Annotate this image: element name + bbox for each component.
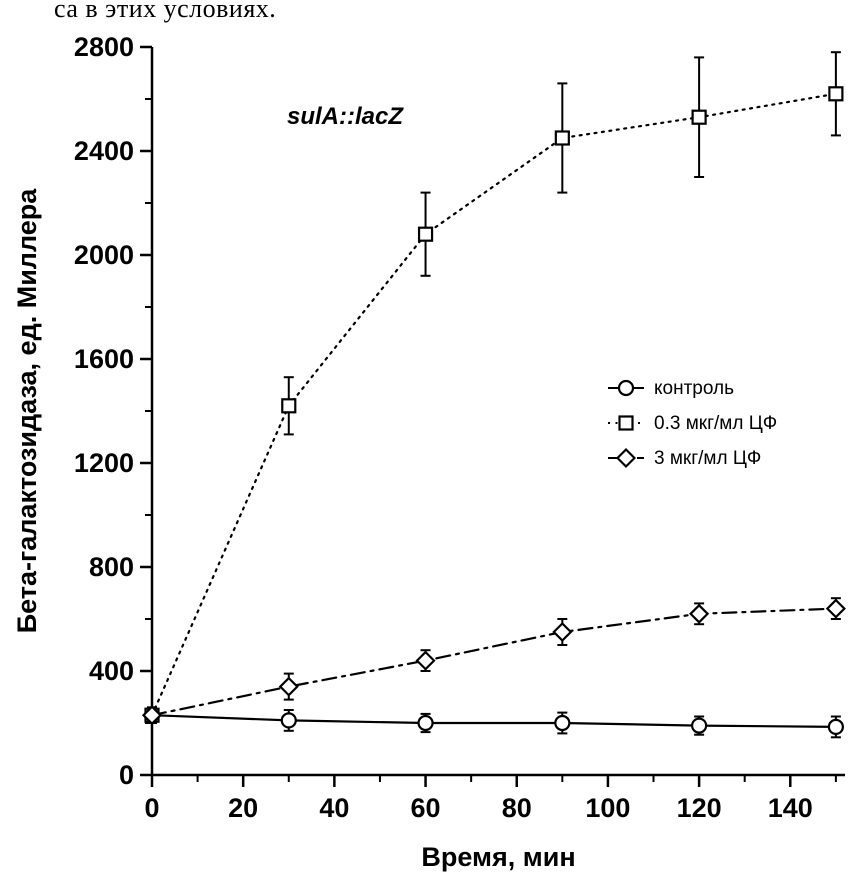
square-marker xyxy=(691,109,707,125)
y-tick-label: 800 xyxy=(89,552,134,582)
circle-marker xyxy=(280,712,297,729)
series-line xyxy=(150,92,837,717)
square-marker xyxy=(554,130,570,146)
circle-marker xyxy=(554,714,571,732)
legend-label: 3 мкг/мл ЦФ xyxy=(654,448,761,469)
document-text-fragment: са в этих условиях. xyxy=(54,0,277,23)
series-line xyxy=(150,714,837,729)
circle-marker xyxy=(617,379,635,397)
y-tick-label: 400 xyxy=(89,656,134,686)
diamond-marker xyxy=(415,650,436,671)
x-tick-label: 100 xyxy=(585,793,630,823)
square-marker xyxy=(417,226,434,242)
y-tick-label: 2800 xyxy=(74,32,134,62)
y-axis-label: Бета-галактозидаза, ед. Миллера xyxy=(12,188,42,634)
x-tick-label: 80 xyxy=(502,793,532,823)
square-marker xyxy=(828,86,844,102)
legend-label: контроль xyxy=(654,378,734,399)
x-tick-label: 140 xyxy=(768,793,813,823)
legend-label: 0.3 мкг/мл ЦФ xyxy=(654,413,777,434)
y-tick-label: 2000 xyxy=(74,240,134,270)
square-marker xyxy=(281,398,297,414)
y-tick-label: 0 xyxy=(119,760,134,790)
diamond-marker xyxy=(278,676,299,697)
series-square xyxy=(144,51,844,724)
diamond-marker xyxy=(615,447,637,469)
diamond-marker xyxy=(552,621,573,643)
legend xyxy=(608,379,644,469)
plot-annotation: sulA::lacZ xyxy=(287,103,404,130)
circle-marker xyxy=(827,718,844,736)
square-marker xyxy=(618,415,634,431)
circle-marker xyxy=(691,717,708,734)
x-tick-label: 60 xyxy=(411,793,441,823)
legend-item xyxy=(608,447,644,469)
y-tick-label: 2400 xyxy=(74,136,134,166)
x-tick-label: 120 xyxy=(677,793,722,823)
diamond-marker xyxy=(141,705,163,726)
legend-item xyxy=(608,379,644,397)
series-circle xyxy=(143,707,844,739)
x-tick-label: 20 xyxy=(228,793,258,823)
y-tick-label: 1200 xyxy=(74,448,134,478)
x-tick-label: 0 xyxy=(144,793,159,823)
x-tick-label: 40 xyxy=(319,793,349,823)
legend-item xyxy=(608,415,644,431)
circle-marker xyxy=(417,714,434,732)
diamond-marker xyxy=(825,598,846,619)
x-axis-label: Время, мин xyxy=(421,842,575,872)
series-diamond xyxy=(141,597,846,726)
diamond-marker xyxy=(689,603,710,624)
y-tick-label: 1600 xyxy=(74,344,134,374)
series-line xyxy=(150,607,837,717)
